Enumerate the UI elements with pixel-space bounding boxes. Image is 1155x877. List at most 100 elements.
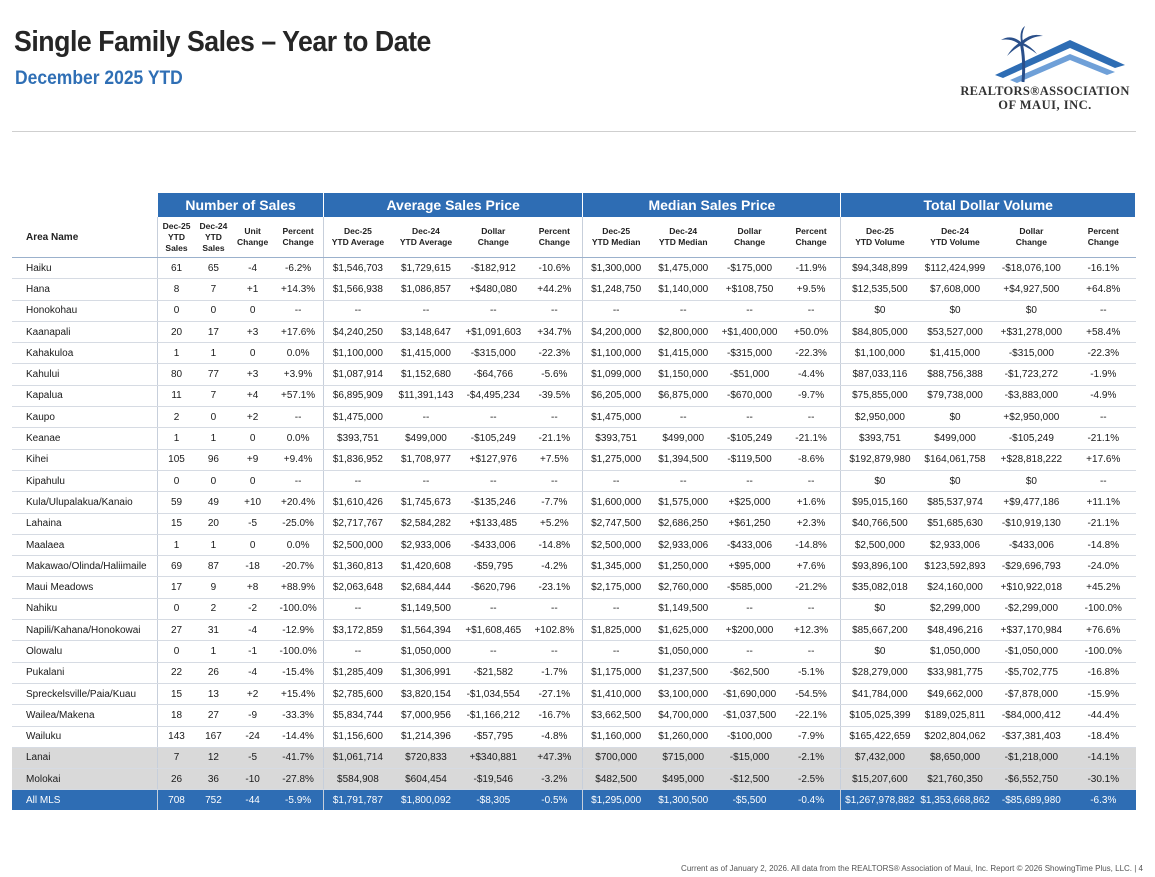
column-header: Unit Change	[232, 217, 274, 258]
area-name-cell: Keanae	[12, 427, 158, 450]
area-name-header: Area Name	[12, 217, 158, 258]
table-cell: $1,564,394	[391, 619, 461, 642]
table-cell: --	[273, 470, 324, 493]
table-cell: -39.5%	[526, 385, 583, 408]
table-cell: 15	[157, 513, 195, 535]
table-cell: -$315,000	[991, 342, 1072, 365]
table-cell: 9	[194, 576, 233, 599]
group-total-dollar-volume: Total Dollar Volume	[840, 193, 1136, 217]
table-cell: 11	[157, 385, 195, 408]
table-cell: --	[460, 598, 527, 621]
table-cell: -$29,696,793	[991, 555, 1072, 578]
area-name-cell: Lanai	[12, 747, 158, 770]
table-cell: -$12,500	[717, 768, 782, 791]
table-cell: +$480,080	[460, 278, 527, 301]
table-cell: $1,729,615	[391, 257, 461, 280]
table-cell: $1,152,680	[391, 363, 461, 386]
table-cell: $85,537,974	[918, 491, 992, 514]
table-cell: $1,050,000	[649, 640, 718, 663]
table-cell: $1,475,000	[582, 406, 650, 429]
table-cell: -$21,582	[460, 662, 527, 684]
table-cell: --	[781, 406, 841, 429]
table-cell: +$1,091,603	[460, 321, 527, 344]
table-cell: -$85,689,980	[991, 789, 1072, 811]
table-cell: 0	[157, 300, 195, 322]
table-cell: -$620,796	[460, 576, 527, 599]
table-cell: $1,100,000	[840, 342, 919, 365]
table-cell: +14.3%	[273, 278, 324, 301]
table-cell: +$31,278,000	[991, 321, 1072, 344]
table-cell: -10.6%	[526, 257, 583, 280]
table-cell: -16.8%	[1071, 662, 1136, 684]
table-cell: --	[273, 300, 324, 322]
table-row: Kahului 80 77 +3 +3.9% $1,087,914 $1,152,680 -$…	[12, 363, 1136, 386]
area-name-cell: Napili/Kahana/Honokowai	[12, 619, 158, 642]
table-cell: +$10,922,018	[991, 576, 1072, 599]
table-cell: -$1,034,554	[460, 683, 527, 706]
table-cell: -22.3%	[1071, 342, 1136, 365]
table-cell: $0	[840, 470, 919, 493]
area-name-cell: All MLS	[12, 789, 158, 811]
table-cell: -10	[232, 768, 274, 791]
table-cell: $2,933,006	[918, 534, 992, 557]
table-cell: $6,205,000	[582, 385, 650, 408]
table-cell: $88,756,388	[918, 363, 992, 386]
area-name-cell: Kahakuloa	[12, 342, 158, 365]
table-cell: -$62,500	[717, 662, 782, 684]
table-cell: 0	[232, 470, 274, 493]
page-title: Single Family Sales – Year to Date	[14, 26, 431, 58]
table-cell: $1,600,000	[582, 491, 650, 514]
table-cell: $393,751	[582, 427, 650, 450]
table-cell: --	[717, 640, 782, 663]
table-cell: $1,100,000	[582, 342, 650, 365]
table-cell: -4.2%	[526, 555, 583, 578]
table-cell: -4	[232, 619, 274, 642]
area-name-cell: Hana	[12, 278, 158, 301]
table-cell: -$433,006	[460, 534, 527, 557]
table-cell: --	[526, 640, 583, 663]
table-cell: -$1,166,212	[460, 704, 527, 727]
area-name-cell: Maui Meadows	[12, 576, 158, 599]
table-cell: -5	[232, 747, 274, 770]
table-cell: -$670,000	[717, 385, 782, 408]
table-cell: 18	[157, 704, 195, 727]
total-row: All MLS 708 752 -44 -5.9% $1,791,787 $1,800,09…	[12, 789, 1136, 811]
table-row: Kipahulu 0 0 0 -- -- -- -- -- -- -- -- -- $0 $0 $0 --	[12, 470, 1136, 493]
table-cell: 15	[157, 683, 195, 706]
table-cell: $499,000	[391, 427, 461, 450]
table-cell: 0.0%	[273, 534, 324, 557]
table-cell: -0.5%	[526, 789, 583, 811]
table-cell: +7.5%	[526, 449, 583, 471]
table-cell: $1,410,000	[582, 683, 650, 706]
area-name-cell: Honokohau	[12, 300, 158, 322]
table-cell: 0	[232, 427, 274, 450]
table-cell: $1,610,426	[322, 491, 392, 514]
table-cell: +102.8%	[526, 619, 583, 642]
table-cell: 0	[157, 640, 195, 663]
table-cell: -4	[232, 257, 274, 280]
table-cell: $1,061,714	[322, 747, 392, 770]
table-cell: $94,348,899	[840, 257, 919, 280]
table-cell: $495,000	[649, 768, 718, 791]
area-name-cell: Wailea/Makena	[12, 704, 158, 727]
area-name-cell: Kula/Ulupalakua/Kanaio	[12, 491, 158, 514]
table-cell: $4,200,000	[582, 321, 650, 344]
table-cell: -$64,766	[460, 363, 527, 386]
table-cell: +$4,927,500	[991, 278, 1072, 301]
table-cell: -100.0%	[1071, 598, 1136, 621]
table-cell: 0	[232, 342, 274, 365]
table-cell: $95,015,160	[840, 491, 919, 514]
table-cell: -$15,000	[717, 747, 782, 770]
table-cell: -23.1%	[526, 576, 583, 599]
table-cell: $2,785,600	[322, 683, 392, 706]
table-cell: +$37,170,984	[991, 619, 1072, 642]
table-cell: --	[781, 598, 841, 621]
table-cell: +9.5%	[781, 278, 841, 301]
footer-note: Current as of January 2, 2026. All data …	[681, 864, 1143, 873]
table-cell: --	[781, 470, 841, 493]
table-cell: +5.2%	[526, 513, 583, 535]
table-cell: $1,825,000	[582, 619, 650, 642]
table-cell: $7,608,000	[918, 278, 992, 301]
table-cell: 20	[157, 321, 195, 344]
table-cell: +$200,000	[717, 619, 782, 642]
